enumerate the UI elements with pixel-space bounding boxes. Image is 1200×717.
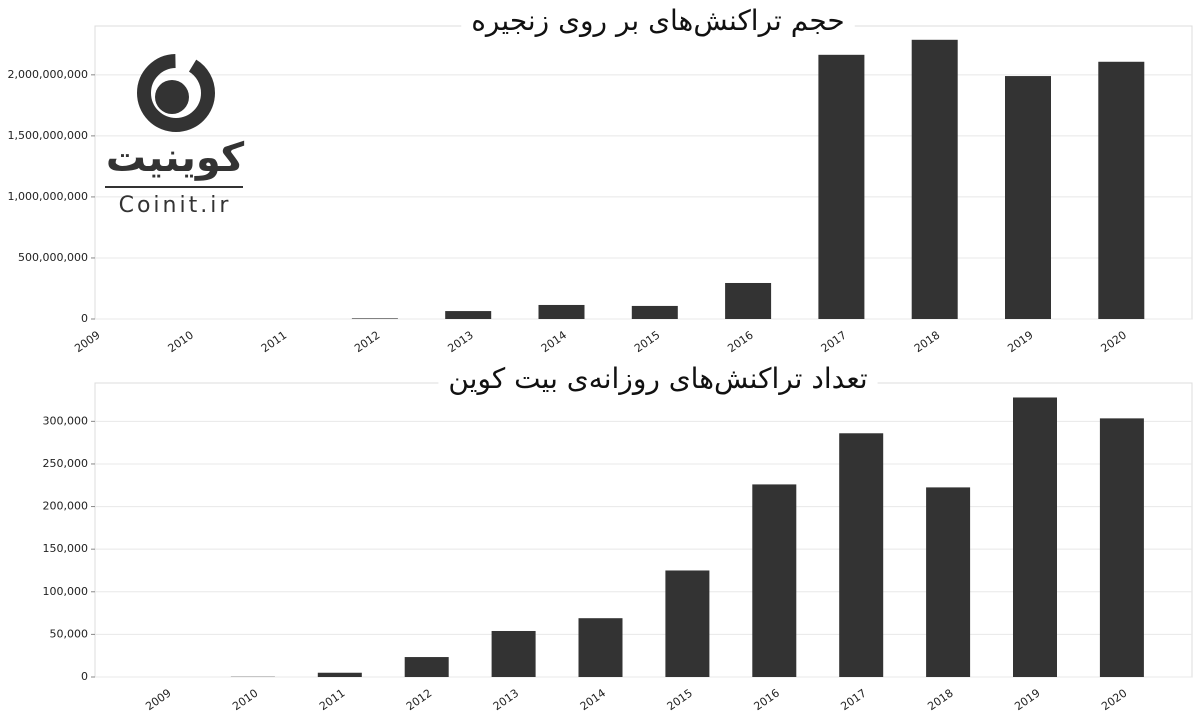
logo-site: Coinit.ir [119,193,232,218]
chart: 0 500,000,000 1,000,000,000 1,500,000,000 2,… [8,4,1193,355]
y-tick-label: 150,000 [43,542,89,555]
bar [1013,397,1057,677]
x-tick-label: 2016 [752,686,782,713]
x-tick-label: 2012 [352,328,382,355]
x-tick-label: 2009 [72,328,102,355]
x-tick-label: 2018 [925,686,955,713]
y-tick-label: 1,000,000,000 [8,190,88,203]
y-tick-label: 1,500,000,000 [8,129,88,142]
bar [818,54,865,319]
bar [404,657,449,677]
y-tick-label: 250,000 [43,457,89,470]
x-tick-label: 2016 [725,328,755,355]
x-tick-label: 2018 [912,328,942,355]
bar [926,487,971,677]
title-backdrop [438,362,878,395]
x-tick-label: 2010 [230,686,260,713]
x-tick-label: 2014 [578,686,608,713]
x-tick-label: 2019 [1005,328,1035,355]
x-tick-label: 2019 [1012,686,1042,713]
bar [1005,76,1051,319]
bar [631,305,678,319]
bar [1099,418,1144,677]
bar [665,570,710,677]
bar [351,318,398,319]
x-tick-label: 2009 [143,686,173,713]
y-tick-label: 300,000 [43,414,89,427]
y-tick-label: 2,000,000,000 [8,68,88,81]
logo-ring [137,54,215,132]
y-tick-label: 500,000,000 [18,251,88,264]
x-tick-label: 2013 [491,686,521,713]
y-tick-label: 200,000 [43,500,89,513]
x-tick-label: 2020 [1099,328,1129,355]
bar [491,630,536,677]
logo: کوینیت Coinit.ir [105,54,245,218]
bar [538,304,585,319]
title-backdrop [461,4,855,37]
y-tick-label: 100,000 [43,585,89,598]
bar [911,39,958,320]
y-tick-label: 0 [81,670,88,683]
bar [839,433,884,677]
x-tick-label: 2015 [665,686,695,713]
bar [578,618,623,677]
chart-title: تعداد تراکنش‌های روزانه‌ی بیت کوین [448,362,867,395]
bar [445,311,492,319]
x-tick-label: 2011 [317,686,347,713]
x-tick-label: 2017 [819,328,849,355]
x-tick-label: 2014 [539,328,569,355]
x-tick-label: 2012 [404,686,434,713]
chart-title: حجم تراکنش‌های بر روی زنجیره [471,4,845,37]
logo-name: کوینیت [106,135,245,181]
x-tick-label: 2020 [1099,686,1129,713]
chart: 0 50,000 100,000 150,000 200,000 250,000 300,0… [43,362,1193,713]
x-tick-label: 2017 [838,686,868,713]
bar [1098,61,1145,319]
bar [752,484,797,677]
bar [317,672,362,677]
x-tick-label: 2015 [632,328,662,355]
y-tick-label: 0 [81,312,88,325]
logo-dot [155,80,189,114]
x-tick-label: 2010 [166,328,196,355]
bar [725,282,772,319]
x-tick-label: 2013 [445,328,475,355]
x-tick-label: 2011 [259,328,289,355]
y-tick-label: 50,000 [50,627,89,640]
